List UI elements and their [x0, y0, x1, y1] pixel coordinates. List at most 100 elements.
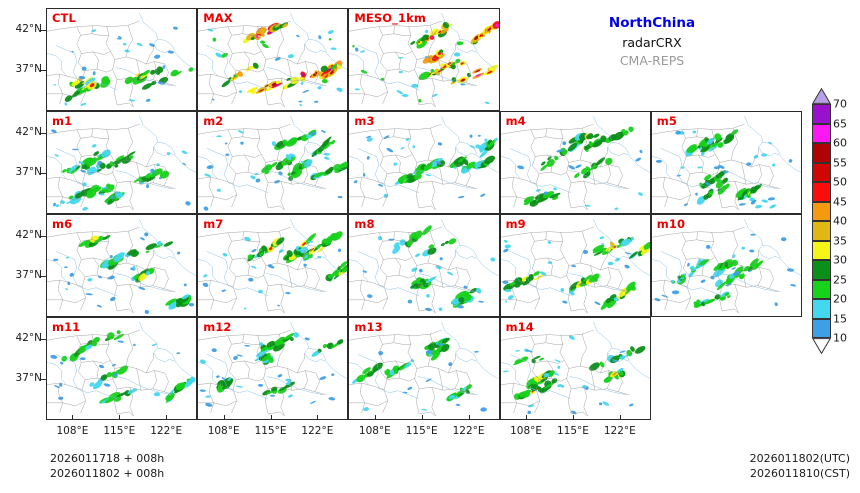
- x-axis-tick-label: 122°E: [301, 425, 334, 437]
- map-panel-meso_1km[interactable]: MESO_1km: [348, 8, 500, 111]
- header-block: NorthChina radarCRX CMA-REPS: [512, 14, 792, 70]
- x-axis-tick-label: 108°E: [358, 425, 391, 437]
- colorbar-segment: [812, 182, 831, 202]
- map-panel-m4[interactable]: m4: [499, 111, 651, 214]
- header-variable: radarCRX: [622, 34, 682, 50]
- colorbar-tick-label: 35: [833, 234, 847, 247]
- map-panel-m8[interactable]: m8: [348, 214, 500, 317]
- x-axis-tick: [619, 415, 621, 420]
- y-axis-tick-label: 42°N: [15, 331, 42, 344]
- y-axis-tick-label: 37°N: [15, 62, 42, 75]
- map-panel-m14[interactable]: m14: [499, 317, 651, 420]
- panel-row-2: m6 m7 m8 m9 m10: [46, 214, 802, 317]
- panel-label: m5: [656, 114, 677, 128]
- radar-reflectivity-map: [47, 9, 197, 110]
- radar-reflectivity-map: [651, 215, 801, 316]
- x-axis-tick-label: 122°E: [452, 425, 485, 437]
- x-axis-tick-label: 108°E: [510, 425, 543, 437]
- x-axis-tick: [421, 415, 423, 420]
- colorbar-tick-label: 25: [833, 273, 847, 286]
- colorbar: 70 65 60 55 50 45 40 35 30 25 20 15 10: [811, 87, 847, 355]
- x-axis-tick-label: 108°E: [207, 425, 240, 437]
- radar-reflectivity-map: [500, 318, 650, 419]
- footer-right-line1: 2026011802(UTC): [749, 452, 850, 465]
- x-axis-tick-label: 115°E: [556, 425, 589, 437]
- colorbar-segment: [812, 104, 831, 124]
- colorbar-tick-label: 50: [833, 175, 847, 189]
- map-panel-m5[interactable]: m5: [650, 111, 802, 214]
- map-panel-m7[interactable]: m7: [197, 214, 349, 317]
- y-axis-tick-label: 42°N: [15, 228, 42, 241]
- x-axis-tick: [166, 415, 168, 420]
- x-axis-tick: [119, 415, 121, 420]
- y-axis-tick-label: 37°N: [15, 165, 42, 178]
- radar-reflectivity-map: [651, 112, 801, 213]
- panel-label: m13: [354, 320, 383, 334]
- map-panel-m9[interactable]: m9: [499, 214, 651, 317]
- x-axis-tick-label: 108°E: [56, 425, 89, 437]
- x-axis-tick: [468, 415, 470, 420]
- colorbar-segment: [812, 260, 831, 280]
- panel-row-1: m1 m2 m3 m4 m5: [46, 111, 802, 214]
- radar-reflectivity-map: [349, 318, 499, 419]
- y-axis-tick: [41, 378, 46, 380]
- colorbar-tick-label: 60: [833, 136, 847, 150]
- x-axis-tick-label: 122°E: [603, 425, 636, 437]
- radar-reflectivity-map: [47, 112, 197, 213]
- map-panel-m12[interactable]: m12: [197, 317, 349, 420]
- panel-label: m1: [52, 114, 73, 128]
- radar-reflectivity-map: [198, 318, 348, 419]
- y-axis-tick: [41, 132, 46, 134]
- colorbar-tick-label: 45: [833, 195, 847, 208]
- x-axis-tick: [374, 415, 376, 420]
- panel-label: m4: [505, 114, 526, 128]
- map-panel-m11[interactable]: m11: [46, 317, 198, 420]
- radar-reflectivity-map: [198, 215, 348, 316]
- colorbar-tick-label: 15: [833, 312, 847, 325]
- panel-label: m8: [354, 217, 375, 231]
- x-axis-tick: [526, 415, 528, 420]
- y-axis-tick: [41, 275, 46, 277]
- map-panel-m2[interactable]: m2: [197, 111, 349, 214]
- panel-label: m6: [52, 217, 73, 231]
- radar-reflectivity-map: [349, 112, 499, 213]
- colorbar-segment: [812, 318, 831, 338]
- radar-reflectivity-map: [500, 215, 650, 316]
- x-axis-tick-label: 122°E: [150, 425, 183, 437]
- y-axis-labels: 42°N 42°N 42°N 42°N 37°N 37°N 37°N 37°N: [0, 0, 46, 430]
- footer-right-line2: 2026011810(CST): [750, 466, 850, 480]
- panel-label: m14: [505, 320, 534, 334]
- x-axis-tick: [317, 415, 319, 420]
- radar-reflectivity-map: [47, 318, 197, 419]
- y-axis-tick-label: 37°N: [15, 268, 42, 281]
- panel-grid: CTL MAX MESO_1km m1 m2 m3 m4 m5 m6 m7 m8 m9 m10 m11 m1…: [46, 8, 802, 420]
- colorbar-segment: [812, 123, 831, 143]
- x-axis-tick-label: 115°E: [405, 425, 438, 437]
- map-panel-m6[interactable]: m6: [46, 214, 198, 317]
- map-panel-m3[interactable]: m3: [348, 111, 500, 214]
- colorbar-tick-label: 65: [833, 117, 847, 130]
- map-panel-m1[interactable]: m1: [46, 111, 198, 214]
- header-region: NorthChina: [608, 15, 696, 31]
- footer-left-line1: 2026011718 + 008h: [50, 452, 165, 465]
- header-model: CMA-REPS: [619, 52, 685, 68]
- map-panel-max[interactable]: MAX: [197, 8, 349, 111]
- panel-label: m2: [203, 114, 224, 128]
- y-axis-tick: [41, 235, 46, 237]
- panel-label: m3: [354, 114, 375, 128]
- map-panel-m13[interactable]: m13: [348, 317, 500, 420]
- colorbar-segment: [812, 201, 831, 221]
- y-axis-tick: [41, 29, 46, 31]
- footer-right: 2026011802(UTC) 2026011810(CST): [750, 452, 850, 482]
- panel-row-0: CTL MAX MESO_1km: [46, 8, 802, 111]
- map-panel-m10[interactable]: m10: [650, 214, 802, 317]
- panel-row-3: m11 m12 m13 m14: [46, 317, 802, 420]
- y-axis-tick-label: 42°N: [15, 22, 42, 35]
- colorbar-tick-label: 55: [833, 156, 847, 169]
- colorbar-top-arrow-icon: [811, 87, 832, 104]
- y-axis-tick-label: 42°N: [15, 125, 42, 138]
- x-axis-tick-label: 115°E: [254, 425, 287, 437]
- x-axis-tick: [223, 415, 225, 420]
- map-panel-ctl[interactable]: CTL: [46, 8, 198, 111]
- radar-reflectivity-map: [349, 9, 499, 110]
